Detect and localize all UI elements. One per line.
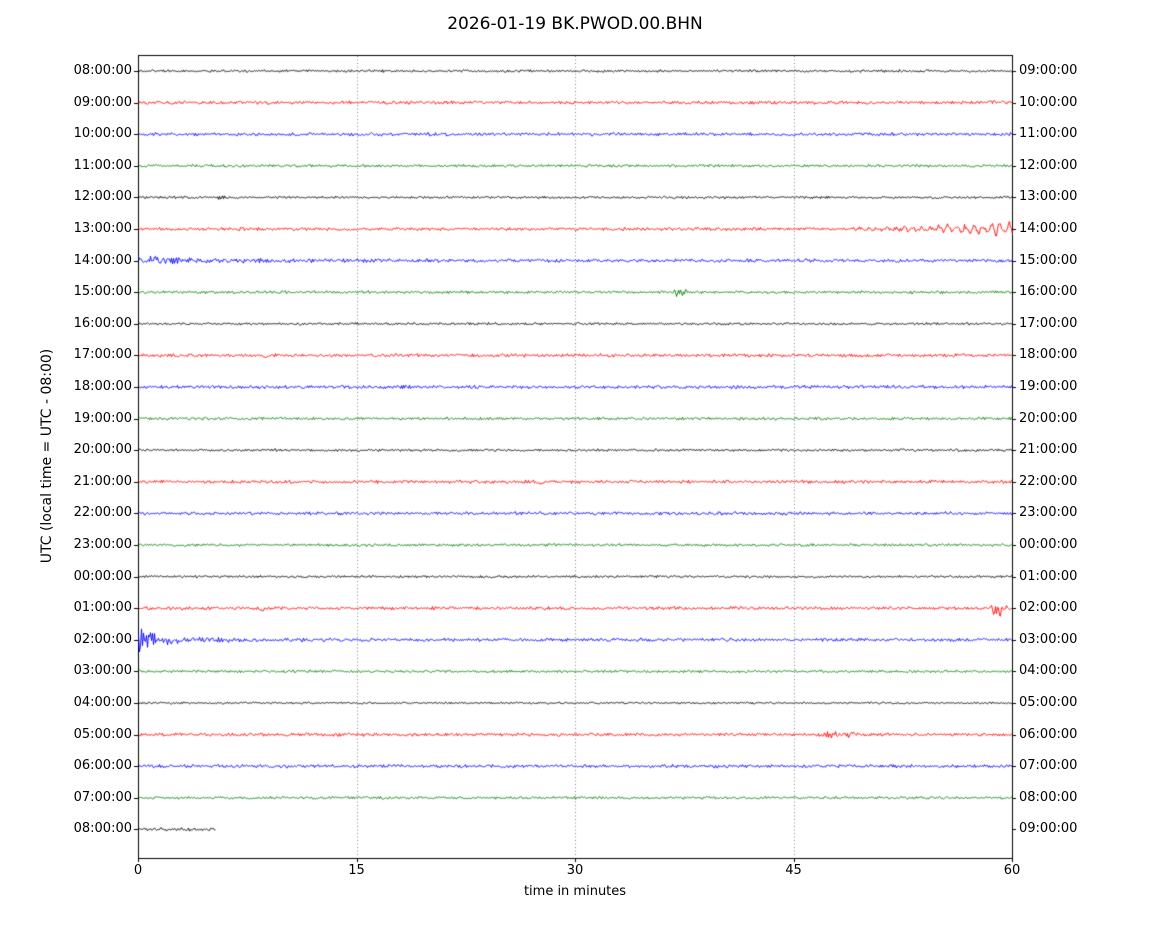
row-start-time-label: 05:00:00: [73, 726, 132, 742]
row-start-time-label: 04:00:00: [73, 695, 132, 710]
row-end-time-label: 17:00:00: [1019, 315, 1078, 331]
row-start-time-label: 00:00:00: [73, 568, 132, 584]
row-start-time-label: 03:00:00: [73, 663, 132, 679]
row-end-time-label: 19:00:00: [1019, 379, 1078, 394]
row-end-time-label: 00:00:00: [1019, 537, 1078, 552]
row-end-time-label: 14:00:00: [1019, 221, 1078, 236]
row-end-time-label: 11:00:00: [1019, 126, 1078, 142]
row-start-time-label: 08:00:00: [73, 63, 132, 78]
row-start-time-label: 14:00:00: [73, 252, 132, 268]
chart-title: 2026-01-19 BK.PWOD.00.BHN: [447, 14, 703, 34]
row-end-time-label: 22:00:00: [1019, 473, 1078, 489]
row-end-time-label: 12:00:00: [1019, 157, 1078, 173]
row-end-time-label: 05:00:00: [1019, 695, 1078, 710]
row-end-time-label: 21:00:00: [1019, 442, 1078, 458]
row-start-time-label: 18:00:00: [73, 379, 132, 394]
x-tick-label: 45: [785, 863, 802, 878]
row-start-time-label: 07:00:00: [73, 789, 132, 805]
row-end-time-label: 16:00:00: [1019, 284, 1078, 300]
row-end-time-label: 06:00:00: [1019, 726, 1078, 742]
row-start-time-label: 23:00:00: [73, 537, 132, 552]
row-end-time-label: 07:00:00: [1019, 758, 1078, 774]
row-start-time-label: 02:00:00: [73, 631, 132, 647]
row-end-time-label: 09:00:00: [1019, 63, 1078, 78]
row-end-time-label: 04:00:00: [1019, 663, 1078, 679]
x-tick-label: 30: [566, 863, 584, 878]
row-end-time-label: 15:00:00: [1019, 252, 1078, 268]
row-end-time-label: 23:00:00: [1019, 505, 1078, 521]
row-start-time-label: 20:00:00: [73, 442, 132, 458]
row-start-time-label: 15:00:00: [73, 284, 132, 300]
row-end-time-label: 10:00:00: [1019, 94, 1078, 110]
row-start-time-label: 08:00:00: [73, 821, 132, 837]
row-start-time-label: 13:00:00: [73, 221, 132, 236]
x-axis-label: time in minutes: [523, 884, 627, 899]
row-start-time-label: 10:00:00: [73, 126, 132, 142]
row-start-time-label: 09:00:00: [73, 94, 132, 110]
x-tick-label: 60: [1003, 863, 1021, 878]
x-tick-label: 15: [348, 863, 365, 878]
row-end-time-label: 09:00:00: [1019, 821, 1078, 837]
row-end-time-label: 18:00:00: [1019, 347, 1078, 363]
row-start-time-label: 01:00:00: [73, 600, 132, 616]
row-end-time-label: 20:00:00: [1019, 410, 1078, 426]
row-end-time-label: 03:00:00: [1019, 631, 1078, 647]
row-end-time-label: 02:00:00: [1019, 600, 1078, 616]
row-start-time-label: 12:00:00: [73, 189, 132, 205]
row-start-time-label: 19:00:00: [73, 410, 132, 426]
row-end-time-label: 13:00:00: [1019, 189, 1078, 205]
row-start-time-label: 16:00:00: [73, 315, 132, 331]
row-start-time-label: 22:00:00: [73, 505, 132, 521]
row-start-time-label: 17:00:00: [73, 347, 132, 363]
row-end-time-label: 01:00:00: [1019, 568, 1078, 584]
row-start-time-label: 11:00:00: [73, 157, 132, 173]
row-end-time-label: 08:00:00: [1019, 789, 1078, 805]
row-start-time-label: 21:00:00: [73, 473, 132, 489]
x-tick-label: 0: [133, 863, 143, 878]
row-start-time-label: 06:00:00: [73, 758, 132, 774]
